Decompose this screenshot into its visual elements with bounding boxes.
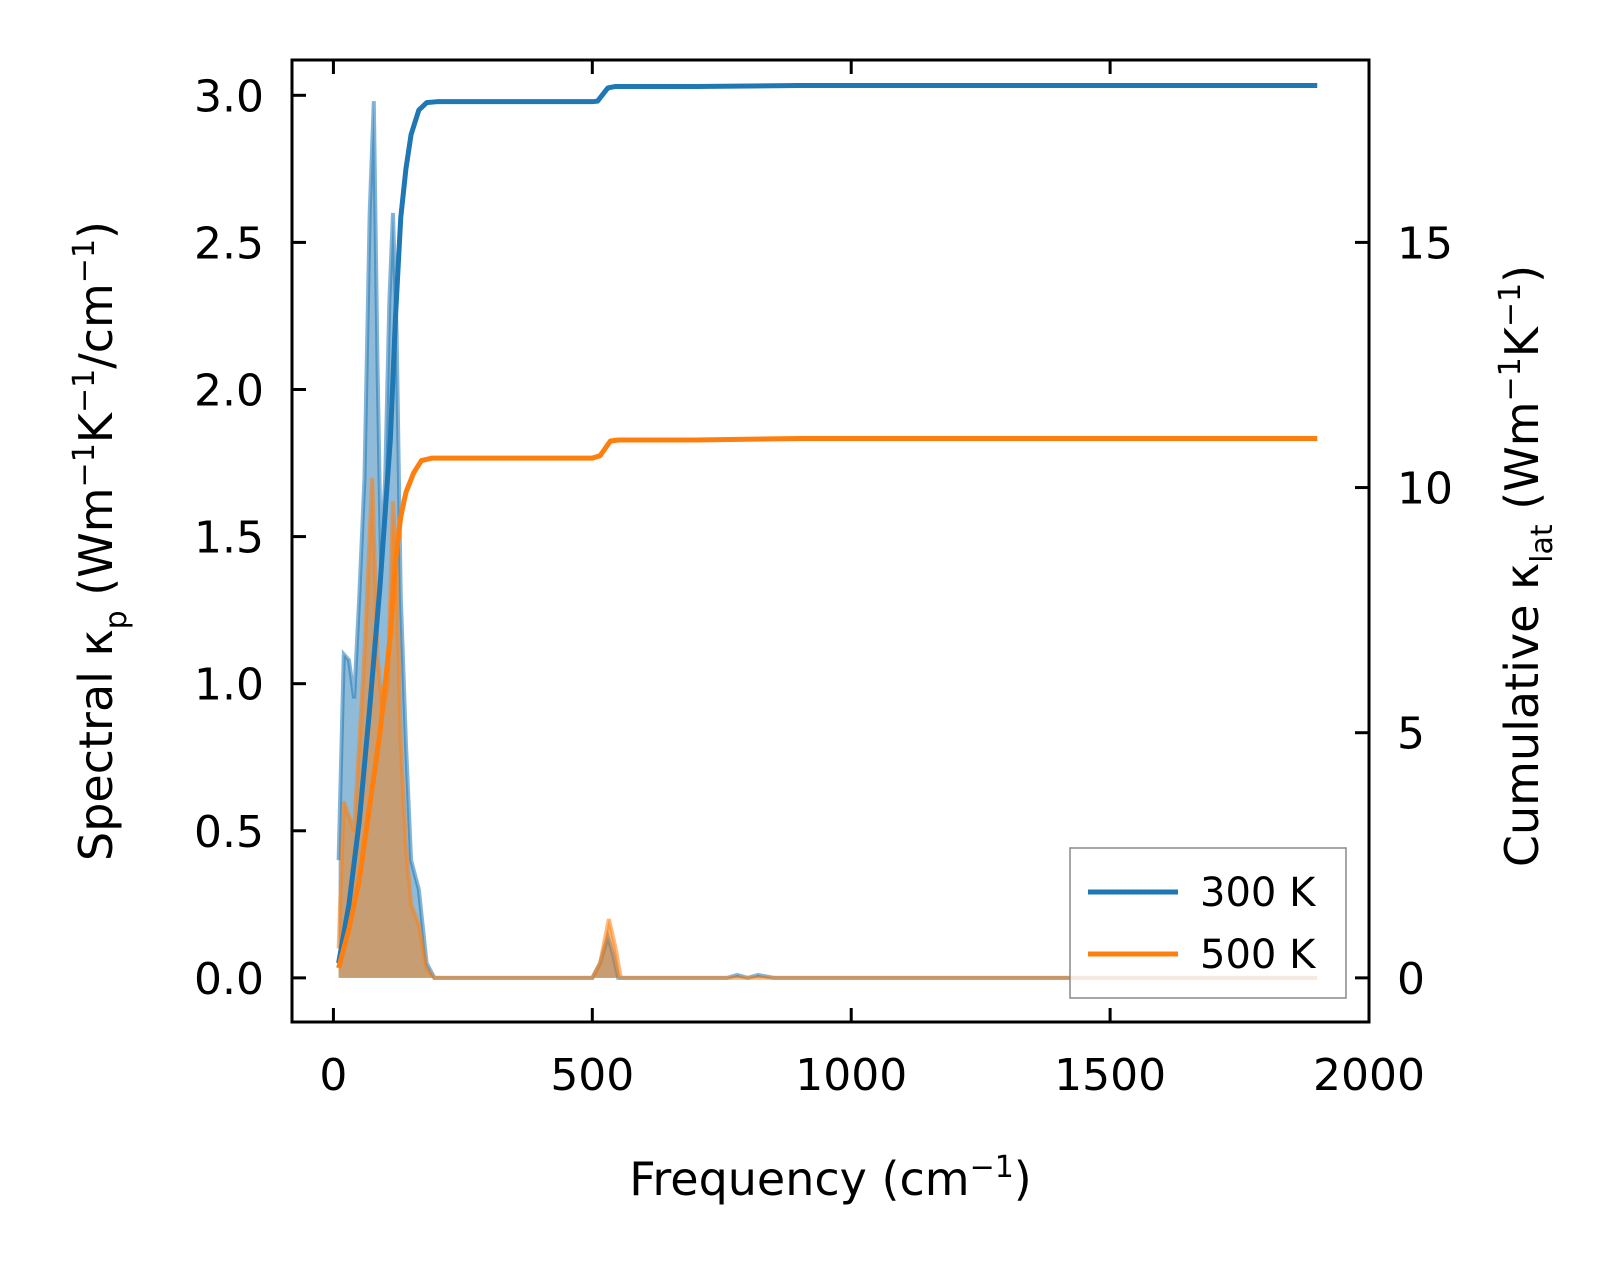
x-tick-label: 1500 bbox=[1054, 1050, 1166, 1101]
x-tick-label: 2000 bbox=[1313, 1050, 1425, 1101]
plot-area bbox=[336, 82, 1318, 980]
legend-label-500k: 500 K bbox=[1200, 932, 1317, 978]
y-right-tick-label: 15 bbox=[1397, 218, 1453, 269]
x-axis-title: Frequency (cm−1) bbox=[629, 1150, 1032, 1206]
y-left-tick-label: 1.0 bbox=[194, 660, 264, 711]
y-left-tick-label: 0.0 bbox=[194, 954, 264, 1005]
y-right-tick-label: 10 bbox=[1397, 464, 1453, 515]
y-left-tick-label: 0.5 bbox=[194, 807, 264, 858]
plot-frame bbox=[290, 58, 1371, 1024]
y-left-axis-title: Spectral κp (Wm−1K−1/cm−1) bbox=[67, 221, 134, 861]
legend: 300 K 500 K bbox=[1069, 847, 1347, 999]
series-group bbox=[336, 82, 1318, 980]
cumulative-line-500k bbox=[336, 436, 1318, 969]
cumulative-line-300k bbox=[336, 82, 1318, 964]
y-right-tick-label: 0 bbox=[1397, 954, 1425, 1005]
y-left-tick-label: 2.0 bbox=[194, 365, 264, 416]
y-left-tick-label: 3.0 bbox=[194, 71, 264, 122]
spectral-line-300k bbox=[336, 101, 1318, 980]
y-right-tick-label: 5 bbox=[1397, 709, 1425, 760]
legend-label-300k: 300 K bbox=[1200, 870, 1317, 916]
y-left-tick-label: 1.5 bbox=[194, 513, 264, 564]
y-left-tick-label: 2.5 bbox=[194, 218, 264, 269]
spectral-area-300k bbox=[338, 101, 1318, 978]
y-right-axis-title: Cumulative κlat (Wm−1K−1) bbox=[1493, 265, 1560, 867]
x-tick-label: 1000 bbox=[795, 1050, 907, 1101]
x-tick-label: 0 bbox=[319, 1050, 347, 1101]
axes: 0 500 1000 1500 2000 0.0 0.5 1.0 1.5 2.0 2.5 3.0 0 5 1… bbox=[67, 58, 1560, 1206]
x-tick-label: 500 bbox=[550, 1050, 634, 1101]
legend-box bbox=[1069, 847, 1347, 999]
